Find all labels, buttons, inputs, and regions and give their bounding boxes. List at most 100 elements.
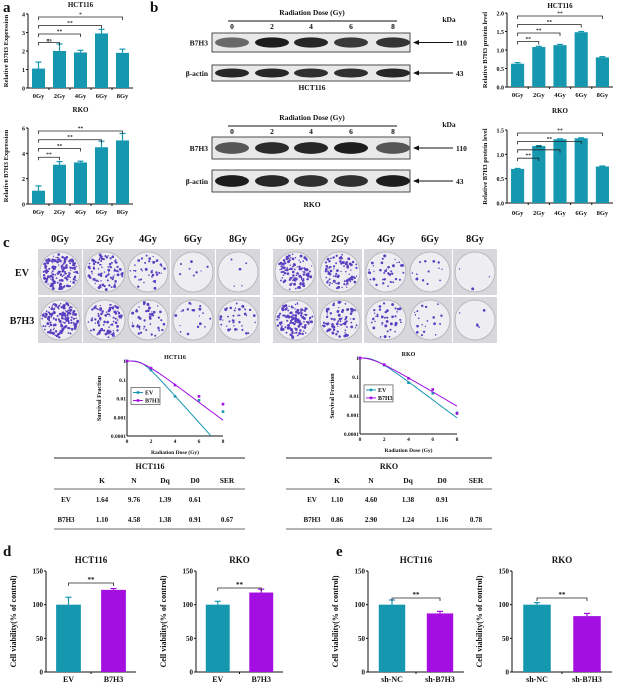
column-header: N xyxy=(131,476,137,485)
colony xyxy=(116,319,119,321)
colony xyxy=(353,277,356,280)
x-tick-label: sh-B7H3 xyxy=(425,675,455,684)
colony xyxy=(349,318,352,320)
table-cell: 1.10 xyxy=(96,516,109,524)
colony xyxy=(329,328,332,331)
colony xyxy=(327,328,331,332)
colony xyxy=(381,324,383,326)
colony xyxy=(53,307,56,310)
colony xyxy=(94,282,96,285)
table-cell: 0.78 xyxy=(470,516,483,524)
colony xyxy=(287,260,291,264)
colony xyxy=(143,325,146,328)
colony xyxy=(350,321,353,324)
bar xyxy=(56,604,81,672)
colony xyxy=(350,269,352,271)
colony xyxy=(243,312,247,316)
molecular-weight: 43 xyxy=(456,69,464,78)
colony xyxy=(119,317,121,319)
colony xyxy=(202,312,204,314)
table-cell: 9.76 xyxy=(128,496,141,504)
dose-header-rko: 6Gy xyxy=(421,234,439,245)
colony xyxy=(64,324,68,328)
colony xyxy=(67,332,70,334)
significance-bracket xyxy=(68,582,114,586)
colony xyxy=(325,310,328,313)
colony xyxy=(54,274,57,276)
colony xyxy=(114,311,117,314)
colony xyxy=(229,306,233,310)
lane-label: 4 xyxy=(309,127,313,136)
colony xyxy=(143,328,145,330)
colony xyxy=(326,307,330,311)
colony xyxy=(327,271,331,275)
legend-label: EV xyxy=(378,388,387,394)
significance-label: ** xyxy=(559,591,567,599)
table-cell: 1.16 xyxy=(436,516,449,524)
colony xyxy=(308,319,311,321)
y-tick-label: 0.001 xyxy=(114,415,127,421)
colony xyxy=(379,336,382,338)
colony xyxy=(116,273,120,277)
colony xyxy=(102,329,106,332)
significance-label: ns xyxy=(46,38,51,44)
colony xyxy=(110,261,113,264)
colony xyxy=(87,265,91,269)
y-tick-label: 1 xyxy=(22,68,25,74)
colony xyxy=(278,317,281,319)
colony xyxy=(345,284,347,286)
colony xyxy=(54,282,56,284)
bar-chart-a2: RKO Relative B7H3 Expression 0 2 4 6 0Gy 2Gy 4Gy… xyxy=(3,106,133,216)
colony xyxy=(291,307,293,309)
colony xyxy=(44,315,46,318)
colony xyxy=(61,255,64,259)
y-tick-label: 150 xyxy=(33,568,44,576)
colony xyxy=(76,319,80,323)
column-header: Dq xyxy=(403,476,413,485)
colony xyxy=(286,314,288,317)
colony xyxy=(119,314,123,318)
colony xyxy=(437,303,439,306)
colony xyxy=(65,264,68,267)
colony xyxy=(65,278,69,281)
colony xyxy=(50,313,54,316)
colony xyxy=(349,263,353,267)
table-title: RKO xyxy=(380,462,398,471)
chart-title: HCT116 xyxy=(400,555,433,565)
significance-label: ** xyxy=(67,135,73,141)
colony xyxy=(383,254,387,258)
colony xyxy=(92,267,96,270)
colony xyxy=(382,278,384,281)
colony xyxy=(179,331,182,333)
colony xyxy=(94,322,97,325)
colony xyxy=(325,315,329,319)
colony xyxy=(322,321,325,324)
colony xyxy=(95,307,98,310)
bar-chart-d1: HCT116 Cell viability(% of control) 0 50 100… xyxy=(9,555,136,684)
row-label: β-actin xyxy=(186,69,209,78)
data-point xyxy=(149,366,153,370)
colony xyxy=(432,316,435,319)
colony xyxy=(297,325,301,328)
colony xyxy=(72,281,75,284)
colony xyxy=(354,327,357,329)
colony xyxy=(47,283,49,285)
bar xyxy=(595,57,609,87)
table-cell: 1.64 xyxy=(96,496,109,504)
y-tick-label: 50 xyxy=(186,635,194,643)
colony xyxy=(55,266,57,268)
colony xyxy=(136,325,139,328)
colony xyxy=(283,314,286,317)
colony xyxy=(277,316,280,318)
colony xyxy=(231,319,234,322)
colony xyxy=(113,274,115,276)
colony xyxy=(332,275,335,277)
colony xyxy=(302,260,305,262)
colony xyxy=(344,335,347,338)
colony xyxy=(145,310,148,313)
colony xyxy=(299,314,303,317)
colony xyxy=(52,262,54,264)
colony xyxy=(111,323,114,326)
colony xyxy=(389,328,392,331)
colony xyxy=(99,273,102,276)
